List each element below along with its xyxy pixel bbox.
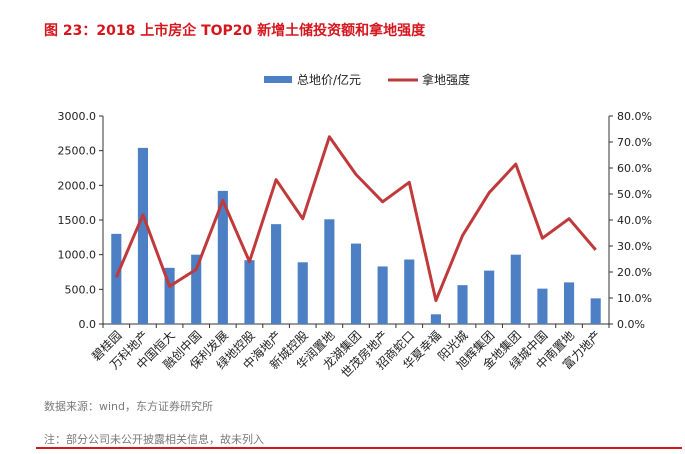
y-right-tick-label: 70.0% bbox=[617, 136, 652, 149]
bar bbox=[164, 267, 175, 324]
bar bbox=[244, 260, 255, 324]
y-left-tick-label: 500.0 bbox=[65, 283, 97, 296]
bar-series bbox=[111, 147, 601, 324]
figure-title: 图 23：2018 上市房企 TOP20 新增土储投资额和拿地强度 bbox=[44, 23, 426, 39]
footnote: 注：部分公司未公开披露相关信息，故未列入 bbox=[44, 433, 264, 446]
bar bbox=[510, 254, 521, 324]
line-path bbox=[114, 135, 597, 303]
y-right-tick-label: 10.0% bbox=[617, 292, 652, 305]
y-left-tick-label: 0.0 bbox=[79, 318, 97, 331]
y-right-tick-label: 40.0% bbox=[617, 214, 652, 227]
bar bbox=[271, 224, 282, 324]
y-right-tick-label: 50.0% bbox=[617, 188, 652, 201]
bar bbox=[324, 219, 335, 324]
bar bbox=[350, 243, 362, 324]
legend-bar-label: 总地价/亿元 bbox=[297, 72, 361, 87]
y-left-tick-label: 1500.0 bbox=[58, 214, 97, 227]
bar bbox=[484, 270, 495, 324]
bar bbox=[590, 298, 601, 324]
bar bbox=[563, 282, 575, 324]
y-right-tick-label: 80.0% bbox=[617, 110, 652, 123]
y-left-tick-label: 1000.0 bbox=[58, 249, 97, 262]
bar bbox=[457, 285, 468, 324]
bar bbox=[297, 262, 308, 324]
y-left-tick-label: 2500.0 bbox=[58, 145, 97, 158]
line-series bbox=[114, 135, 597, 303]
legend: 总地价/亿元 拿地强度 bbox=[264, 72, 470, 87]
bar bbox=[377, 266, 388, 324]
bar bbox=[404, 259, 415, 324]
category-labels: 碧桂园万科地产中国恒大融创中国保利发展绿地控股中海地产新城控股华润置地龙湖集团世… bbox=[88, 328, 603, 381]
legend-bar-swatch bbox=[264, 76, 292, 83]
footer-divider bbox=[36, 447, 682, 449]
source-note: 数据来源：wind，东方证券研究所 bbox=[44, 400, 214, 413]
y-left-tick-label: 3000.0 bbox=[58, 110, 97, 123]
y-right-tick-label: 30.0% bbox=[617, 240, 652, 253]
bar bbox=[430, 314, 441, 324]
bar bbox=[537, 288, 548, 324]
y-left-tick-label: 2000.0 bbox=[58, 179, 97, 192]
legend-line-label: 拿地强度 bbox=[422, 72, 470, 87]
y-right-tick-label: 20.0% bbox=[617, 266, 652, 279]
bar bbox=[217, 190, 228, 324]
combo-chart: 总地价/亿元 拿地强度 0.0 500.0 1000.0 1500.0 2000.0 25… bbox=[58, 72, 652, 381]
y-right-tick-label: 0.0% bbox=[617, 318, 645, 331]
bar bbox=[191, 254, 202, 324]
bar bbox=[137, 147, 149, 324]
y-right-tick-label: 60.0% bbox=[617, 162, 652, 175]
bar bbox=[111, 233, 122, 324]
